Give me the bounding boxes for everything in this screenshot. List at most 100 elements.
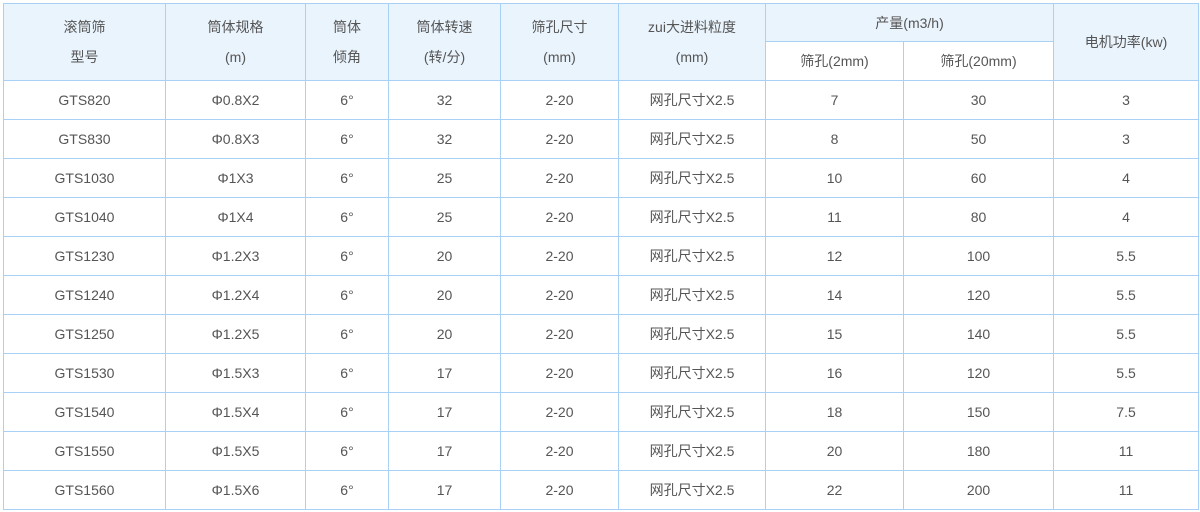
cell-feed: 网孔尺寸X2.5 bbox=[618, 392, 766, 432]
cell-spec: Φ1.5X3 bbox=[165, 353, 306, 393]
cell-model: GTS820 bbox=[3, 80, 166, 120]
cell-capacity-20mm: 140 bbox=[902, 314, 1055, 354]
table-row: GTS820 Φ0.8X2 6° 32 2-20 网孔尺寸X2.5 7 30 3 bbox=[3, 80, 1200, 120]
cell-power: 3 bbox=[1053, 119, 1200, 159]
cell-mesh: 2-20 bbox=[500, 275, 619, 315]
cell-angle: 6° bbox=[305, 431, 389, 471]
cell-feed: 网孔尺寸X2.5 bbox=[618, 353, 766, 393]
header-text: 筒体 bbox=[333, 19, 361, 35]
header-capacity: 产量(m3/h) bbox=[764, 3, 1055, 42]
cell-capacity-20mm: 100 bbox=[902, 236, 1055, 276]
cell-power: 11 bbox=[1053, 431, 1200, 471]
cell-model: GTS1550 bbox=[3, 431, 166, 471]
cell-mesh: 2-20 bbox=[500, 80, 619, 120]
cell-mesh: 2-20 bbox=[500, 431, 619, 471]
cell-model: GTS830 bbox=[3, 119, 166, 159]
header-angle: 筒体 倾角 bbox=[305, 3, 389, 81]
cell-feed: 网孔尺寸X2.5 bbox=[618, 314, 766, 354]
cell-capacity-2mm: 14 bbox=[765, 275, 904, 315]
cell-spec: Φ0.8X2 bbox=[165, 80, 306, 120]
cell-spec: Φ0.8X3 bbox=[165, 119, 306, 159]
cell-spec: Φ1.2X3 bbox=[165, 236, 306, 276]
cell-capacity-20mm: 180 bbox=[902, 431, 1055, 471]
cell-angle: 6° bbox=[305, 80, 389, 120]
cell-model: GTS1530 bbox=[3, 353, 166, 393]
cell-power: 11 bbox=[1053, 470, 1200, 510]
cell-spec: Φ1X3 bbox=[165, 158, 306, 198]
cell-speed: 32 bbox=[388, 80, 501, 120]
cell-spec: Φ1.2X4 bbox=[165, 275, 306, 315]
cell-angle: 6° bbox=[305, 158, 389, 198]
cell-angle: 6° bbox=[305, 197, 389, 237]
cell-power: 7.5 bbox=[1053, 392, 1200, 432]
cell-feed: 网孔尺寸X2.5 bbox=[618, 275, 766, 315]
cell-capacity-20mm: 80 bbox=[902, 197, 1055, 237]
cell-capacity-2mm: 11 bbox=[765, 197, 904, 237]
cell-speed: 17 bbox=[388, 392, 501, 432]
table-row: GTS1250 Φ1.2X5 6° 20 2-20 网孔尺寸X2.5 15 140 5.5 bbox=[3, 314, 1200, 354]
cell-angle: 6° bbox=[305, 236, 389, 276]
header-model: 滚筒筛 型号 bbox=[3, 3, 166, 81]
cell-capacity-2mm: 18 bbox=[765, 392, 904, 432]
table-row: GTS1040 Φ1X4 6° 25 2-20 网孔尺寸X2.5 11 80 4 bbox=[3, 197, 1200, 237]
table-row: GTS1550 Φ1.5X5 6° 17 2-20 网孔尺寸X2.5 20 180 11 bbox=[3, 431, 1200, 471]
table-row: GTS1240 Φ1.2X4 6° 20 2-20 网孔尺寸X2.5 14 120 5.5 bbox=[3, 275, 1200, 315]
header-mesh: 筛孔尺寸 (mm) bbox=[500, 3, 619, 81]
cell-angle: 6° bbox=[305, 275, 389, 315]
header-text: 倾角 bbox=[333, 49, 361, 65]
cell-mesh: 2-20 bbox=[500, 197, 619, 237]
cell-speed: 25 bbox=[388, 158, 501, 198]
cell-spec: Φ1.2X5 bbox=[165, 314, 306, 354]
cell-spec: Φ1.5X6 bbox=[165, 470, 306, 510]
cell-spec: Φ1X4 bbox=[165, 197, 306, 237]
header-feed: zui大进料粒度 (mm) bbox=[618, 3, 766, 81]
header-speed: 筒体转速 (转/分) bbox=[388, 3, 501, 81]
cell-mesh: 2-20 bbox=[500, 119, 619, 159]
cell-capacity-20mm: 60 bbox=[902, 158, 1055, 198]
header-spec: 筒体规格 (m) bbox=[165, 3, 306, 81]
table-row: GTS1230 Φ1.2X3 6° 20 2-20 网孔尺寸X2.5 12 100 5.5 bbox=[3, 236, 1200, 276]
cell-power: 5.5 bbox=[1053, 236, 1200, 276]
cell-speed: 25 bbox=[388, 197, 501, 237]
header-text: (转/分) bbox=[423, 49, 466, 65]
cell-capacity-2mm: 22 bbox=[765, 470, 904, 510]
cell-mesh: 2-20 bbox=[500, 353, 619, 393]
cell-model: GTS1240 bbox=[3, 275, 166, 315]
cell-speed: 20 bbox=[388, 314, 501, 354]
cell-model: GTS1230 bbox=[3, 236, 166, 276]
table-row: GTS1030 Φ1X3 6° 25 2-20 网孔尺寸X2.5 10 60 4 bbox=[3, 158, 1200, 198]
cell-speed: 17 bbox=[388, 353, 501, 393]
cell-mesh: 2-20 bbox=[500, 158, 619, 198]
cell-feed: 网孔尺寸X2.5 bbox=[618, 197, 766, 237]
cell-model: GTS1040 bbox=[3, 197, 166, 237]
cell-angle: 6° bbox=[305, 353, 389, 393]
header-text: zui大进料粒度 bbox=[648, 19, 736, 35]
cell-spec: Φ1.5X4 bbox=[165, 392, 306, 432]
cell-mesh: 2-20 bbox=[500, 392, 619, 432]
header-text: (mm) bbox=[543, 49, 576, 65]
cell-power: 4 bbox=[1053, 197, 1200, 237]
cell-angle: 6° bbox=[305, 470, 389, 510]
header-capacity-20mm: 筛孔(20mm) bbox=[902, 41, 1055, 81]
cell-capacity-2mm: 12 bbox=[765, 236, 904, 276]
header-text: 滚筒筛 bbox=[63, 19, 106, 35]
spec-table: 滚筒筛型号 筒体规格 (m) 筒体倾角 筒体转速 (转/分) 筛孔尺寸 (mm) zu… bbox=[3, 3, 1200, 510]
cell-mesh: 2-20 bbox=[500, 314, 619, 354]
cell-feed: 网孔尺寸X2.5 bbox=[618, 236, 766, 276]
cell-power: 4 bbox=[1053, 158, 1200, 198]
header-text: (mm) bbox=[675, 49, 709, 65]
cell-capacity-20mm: 120 bbox=[902, 275, 1055, 315]
cell-power: 5.5 bbox=[1053, 314, 1200, 354]
table-row: GTS830 Φ0.8X3 6° 32 2-20 网孔尺寸X2.5 8 50 3 bbox=[3, 119, 1200, 159]
cell-speed: 20 bbox=[388, 275, 501, 315]
cell-capacity-2mm: 16 bbox=[765, 353, 904, 393]
cell-mesh: 2-20 bbox=[500, 470, 619, 510]
cell-feed: 网孔尺寸X2.5 bbox=[618, 80, 766, 120]
cell-speed: 17 bbox=[388, 470, 501, 510]
cell-model: GTS1560 bbox=[3, 470, 166, 510]
header-text: 筒体转速 bbox=[416, 19, 473, 35]
header-text: 型号 bbox=[70, 49, 99, 65]
cell-mesh: 2-20 bbox=[500, 236, 619, 276]
header-text: (m) bbox=[225, 49, 246, 65]
cell-capacity-20mm: 120 bbox=[902, 353, 1055, 393]
